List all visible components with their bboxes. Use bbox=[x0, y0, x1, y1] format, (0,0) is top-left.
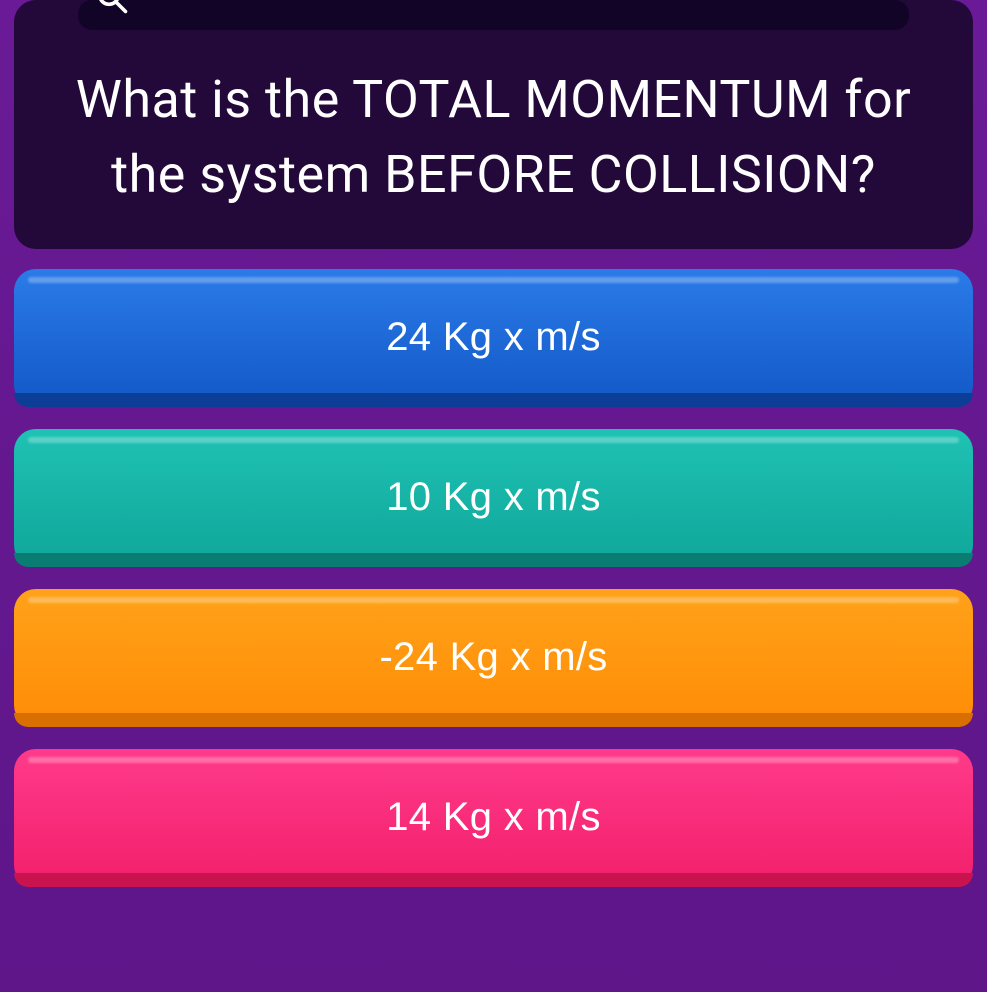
answer-option-3[interactable]: 14 Kg x m/s bbox=[14, 749, 973, 887]
answer-option-1[interactable]: 10 Kg x m/s bbox=[14, 429, 973, 567]
answer-list: 24 Kg x m/s 10 Kg x m/s -24 Kg x m/s 14 … bbox=[14, 269, 973, 897]
quiz-screen: What is the TOTAL MOMENTUM for the syste… bbox=[0, 0, 987, 992]
answer-label: 14 Kg x m/s bbox=[386, 795, 601, 840]
question-card: What is the TOTAL MOMENTUM for the syste… bbox=[14, 0, 973, 249]
answer-option-0[interactable]: 24 Kg x m/s bbox=[14, 269, 973, 407]
zoom-bar[interactable] bbox=[78, 0, 909, 30]
answer-label: -24 Kg x m/s bbox=[379, 635, 607, 680]
magnifier-icon bbox=[94, 0, 130, 20]
answer-label: 24 Kg x m/s bbox=[386, 315, 601, 360]
question-text: What is the TOTAL MOMENTUM for the syste… bbox=[44, 42, 943, 213]
answer-label: 10 Kg x m/s bbox=[386, 475, 601, 520]
answer-option-2[interactable]: -24 Kg x m/s bbox=[14, 589, 973, 727]
